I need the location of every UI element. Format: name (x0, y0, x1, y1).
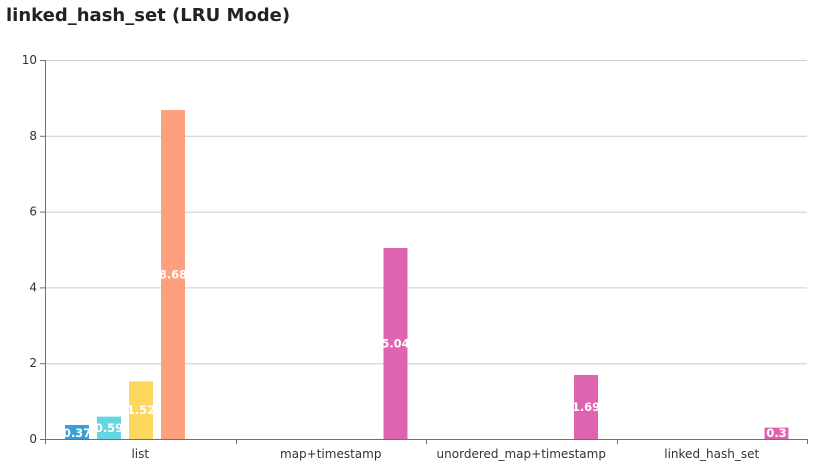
x-tick-label: list (131, 447, 149, 461)
bar-value-label: 8.68 (159, 268, 187, 282)
data-labels: 0.37 0.59 1.52 8.68 5.04 1.69 0.3 (63, 268, 787, 440)
x-tick-label: unordered_map+timestamp (437, 447, 606, 461)
y-tick-label: 8 (29, 129, 37, 143)
bar-value-label: 0.3 (766, 426, 786, 440)
y-tick-label: 6 (29, 205, 37, 219)
bar (97, 416, 121, 439)
y-tick-label: 10 (22, 53, 37, 67)
bar (161, 110, 185, 439)
bar (129, 381, 153, 439)
bar (65, 424, 89, 439)
axes: 0 2 4 6 8 10 list map+timestamp unordered_map+ti… (22, 53, 808, 461)
bar (574, 374, 598, 439)
x-tick-label: linked_hash_set (664, 447, 759, 461)
bar-value-label: 1.52 (127, 403, 155, 417)
bar-value-label: 1.69 (572, 400, 600, 414)
bars (65, 110, 789, 439)
y-tick-label: 4 (29, 280, 37, 294)
bar (764, 427, 789, 439)
bar-value-label: 5.04 (381, 336, 409, 350)
gridlines (45, 60, 807, 365)
y-tick-label: 2 (29, 356, 37, 370)
bar-value-label: 0.37 (63, 426, 91, 440)
chart-title: linked_hash_set (LRU Mode) (6, 5, 291, 26)
y-tick-label: 0 (29, 432, 37, 446)
x-tick-label: map+timestamp (280, 447, 381, 461)
bar (383, 247, 408, 439)
bar-value-label: 0.59 (95, 421, 123, 435)
